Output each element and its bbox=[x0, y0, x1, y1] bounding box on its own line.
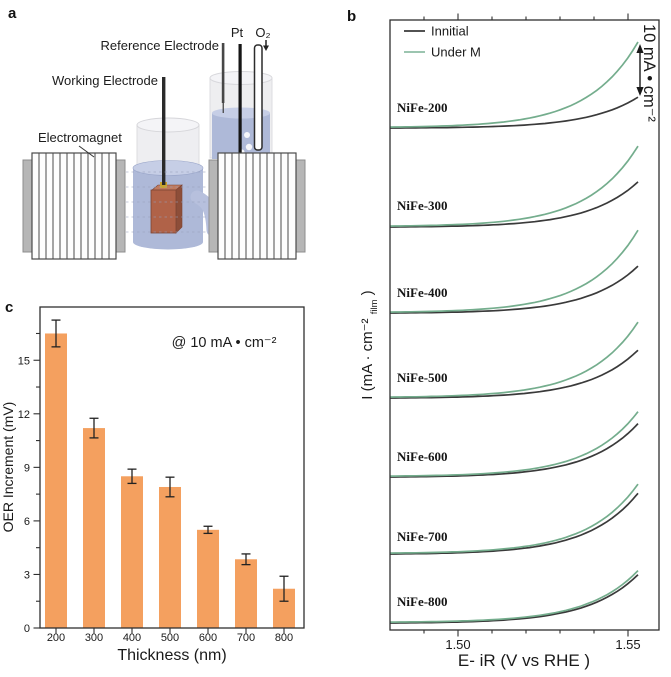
legend-label-under-m: Under M bbox=[431, 45, 481, 60]
c-annotation: @ 10 mA • cm⁻² bbox=[172, 335, 277, 351]
right-magnet-windings bbox=[224, 153, 289, 259]
panel-b-lsv-chart: Innitial Under M 10 mA • cm⁻² NiFe-200 N… bbox=[347, 8, 660, 670]
o2-label: O₂ bbox=[255, 25, 270, 40]
bars bbox=[45, 333, 295, 628]
pt-electrode-rod bbox=[238, 44, 242, 153]
scale-bar-arrow-up bbox=[636, 44, 644, 53]
b-xtick-1-55: 1.55 bbox=[615, 637, 640, 652]
lsv-under-m-NiFe-800 bbox=[390, 569, 639, 623]
panel-b-letter: b bbox=[347, 8, 356, 25]
panel-a-schematic: a Reference Electrode Working Electrode … bbox=[8, 5, 306, 260]
c-ytick-label-15: 15 bbox=[18, 355, 30, 367]
curve-label-nife-200: NiFe-200 bbox=[397, 100, 448, 115]
electromagnet-label: Electromagnet bbox=[38, 130, 122, 145]
reference-electrode-rod bbox=[221, 43, 225, 103]
c-yaxis-label: OER Increment (mV) bbox=[0, 402, 16, 533]
c-ytick-label-6: 6 bbox=[24, 516, 30, 528]
reference-electrode-label: Reference Electrode bbox=[100, 38, 219, 53]
lsv-initial-NiFe-800 bbox=[390, 574, 639, 624]
lsv-under-m-NiFe-700 bbox=[389, 483, 639, 554]
o2-arrow-head bbox=[263, 45, 269, 51]
lsv-initial-NiFe-400 bbox=[390, 265, 639, 314]
panel-b-frame bbox=[389, 19, 660, 631]
pt-label: Pt bbox=[231, 25, 244, 40]
lsv-curves bbox=[389, 41, 639, 624]
lsv-initial-NiFe-600 bbox=[390, 423, 639, 478]
lsv-initial-NiFe-300 bbox=[390, 181, 639, 228]
left-magnet-cap-right bbox=[115, 159, 126, 253]
c-ytick-label-3: 3 bbox=[24, 569, 30, 581]
bubble bbox=[245, 143, 253, 151]
curve-label-nife-300: NiFe-300 bbox=[397, 198, 448, 213]
b-yaxis-label: I (mA · cm⁻² film ) bbox=[359, 290, 381, 399]
curve-label-nife-400: NiFe-400 bbox=[397, 285, 448, 300]
right-magnet-cap-right bbox=[295, 159, 306, 253]
lsv-initial-NiFe-700 bbox=[390, 492, 639, 555]
o2-tube bbox=[253, 44, 263, 151]
b-xaxis-label: E- iR (V vs RHE ) bbox=[458, 651, 590, 670]
b-yaxis-label-main: I (mA · cm⁻² bbox=[359, 318, 376, 399]
bar-400 bbox=[121, 476, 143, 628]
scale-bar-label: 10 mA • cm⁻² bbox=[640, 24, 658, 122]
c-xtick-label-300: 300 bbox=[85, 632, 103, 644]
bar-200 bbox=[45, 333, 67, 628]
bar-700 bbox=[235, 559, 257, 628]
left-magnet-windings bbox=[38, 153, 110, 259]
panel-a-letter: a bbox=[8, 5, 17, 22]
electromagnet-leader-line bbox=[78, 145, 95, 158]
curve-label-nife-800: NiFe-800 bbox=[397, 594, 448, 609]
c-xtick-label-500: 500 bbox=[161, 632, 179, 644]
b-yaxis-label-sub: film bbox=[369, 299, 380, 314]
c-xaxis-label: Thickness (nm) bbox=[117, 647, 226, 664]
panel-b-ticks bbox=[423, 13, 629, 637]
c-xtick-label-600: 600 bbox=[199, 632, 217, 644]
lsv-under-m-NiFe-600 bbox=[390, 411, 639, 477]
reference-electrode-tip bbox=[222, 103, 224, 113]
scale-bar-arrow-down bbox=[636, 87, 644, 96]
sample-block-front bbox=[150, 189, 177, 234]
panel-c-frame bbox=[39, 306, 305, 629]
main-cell-glass-rim bbox=[136, 117, 200, 133]
c-ytick-label-9: 9 bbox=[24, 462, 30, 474]
lsv-under-m-NiFe-200 bbox=[389, 41, 639, 128]
b-xtick-1-50: 1.50 bbox=[445, 637, 470, 652]
lsv-initial-NiFe-500 bbox=[390, 349, 639, 399]
curve-label-nife-600: NiFe-600 bbox=[397, 449, 448, 464]
panel-c-letter: c bbox=[5, 299, 13, 316]
c-ytick-label-0: 0 bbox=[24, 623, 30, 635]
c-xtick-label-400: 400 bbox=[123, 632, 141, 644]
main-cell-liquid-surface bbox=[132, 160, 204, 176]
c-xtick-label-800: 800 bbox=[275, 632, 293, 644]
main-cell-bottom bbox=[133, 234, 203, 250]
lsv-under-m-NiFe-400 bbox=[389, 229, 639, 313]
b-yaxis-label-end: ) bbox=[359, 290, 376, 295]
c-xtick-label-200: 200 bbox=[47, 632, 65, 644]
working-electrode-rod bbox=[162, 77, 166, 185]
panel-c-bar-chart: 0 3 6 9 12 15 200 300 400 500 600 700 800 @ 10 mA • … bbox=[0, 299, 305, 664]
error-bars bbox=[51, 319, 289, 602]
panel-c-ticks: 0 3 6 9 12 15 200 300 400 500 600 700 800 bbox=[18, 332, 293, 644]
bar-500 bbox=[159, 486, 181, 628]
bar-300 bbox=[83, 428, 105, 628]
sample-block-side bbox=[175, 184, 183, 234]
legend-label-initial: Innitial bbox=[431, 24, 469, 39]
c-ytick-label-12: 12 bbox=[18, 409, 30, 421]
c-xtick-label-700: 700 bbox=[237, 632, 255, 644]
working-electrode-label: Working Electrode bbox=[52, 73, 158, 88]
right-magnet-coil bbox=[217, 152, 297, 260]
curve-label-nife-500: NiFe-500 bbox=[397, 370, 448, 385]
right-magnet-cap-left bbox=[208, 159, 219, 253]
left-magnet-cap-left bbox=[22, 159, 33, 253]
bubble bbox=[244, 132, 250, 138]
lsv-under-m-NiFe-300 bbox=[389, 145, 639, 227]
lsv-under-m-NiFe-500 bbox=[389, 321, 639, 398]
curve-label-nife-700: NiFe-700 bbox=[397, 529, 448, 544]
lsv-initial-NiFe-200 bbox=[390, 96, 639, 129]
bar-600 bbox=[197, 529, 219, 628]
bar-800 bbox=[273, 588, 295, 628]
